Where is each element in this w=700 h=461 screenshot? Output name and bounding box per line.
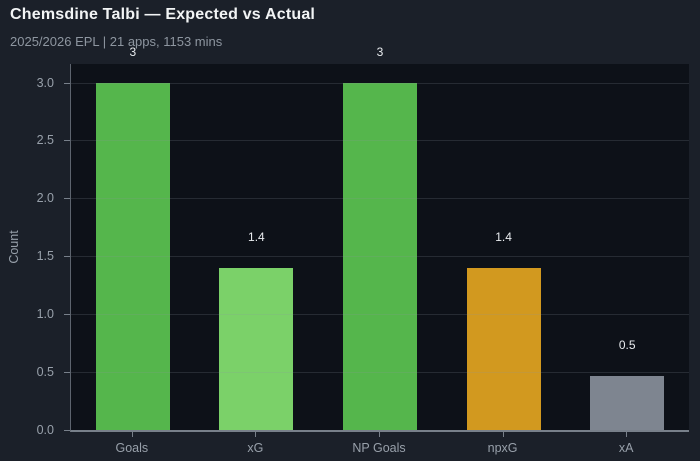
- bar-value-label: 0.5: [618, 337, 636, 352]
- y-tick-mark: [64, 430, 70, 431]
- bar-npxg: [466, 267, 541, 430]
- gridline: [71, 82, 689, 84]
- y-tick-label: 0.0: [36, 423, 54, 437]
- x-tick-mark: [131, 432, 133, 437]
- chart-subtitle: 2025/2026 EPL | 21 apps, 1153 mins: [10, 34, 223, 49]
- x-category-label: NP Goals: [352, 441, 406, 455]
- plot-area: 3 1.4 3 1.4 0.5: [70, 45, 689, 432]
- bar-goals: [95, 82, 170, 430]
- y-tick-label: 3.0: [36, 75, 54, 90]
- y-tick-mark: [64, 314, 70, 316]
- bar-value-label: 3: [129, 44, 137, 59]
- y-tick-label: 0.5: [36, 365, 54, 380]
- x-tick-mark: [502, 432, 504, 437]
- gridline: [71, 372, 689, 374]
- chart-title: Chemsdine Talbi — Expected vs Actual: [10, 6, 316, 23]
- y-tick-label: 1.0: [36, 307, 54, 322]
- y-tick-label: 2.5: [36, 133, 54, 148]
- y-tick-mark: [64, 198, 70, 200]
- gridline: [71, 314, 689, 316]
- y-tick-mark: [64, 256, 70, 258]
- x-tick-mark: [379, 432, 380, 437]
- bar-xg: [219, 267, 294, 430]
- bar-xa: [590, 375, 665, 430]
- y-tick-label: 1.5: [36, 249, 54, 264]
- gridline: [71, 198, 689, 200]
- x-category-label: npxG: [487, 441, 518, 455]
- x-axis: Goals xG NP Goals npxG xA: [70, 432, 688, 458]
- x-tick-mark: [626, 432, 628, 437]
- gridline: [71, 256, 689, 258]
- bar-value-label: 1.4: [495, 229, 512, 244]
- y-tick-mark: [64, 372, 70, 374]
- bar-value-label: 1.4: [248, 229, 265, 244]
- y-axis: 0.0 0.5 1.0 1.5 2.0 2.5 3.0: [0, 64, 70, 437]
- x-category-label: Goals: [115, 441, 149, 455]
- y-tick-label: 2.0: [36, 191, 54, 206]
- y-tick-mark: [64, 82, 70, 84]
- y-tick-mark: [64, 140, 70, 142]
- gridline: [71, 140, 689, 142]
- bar-value-label: 3: [376, 44, 384, 59]
- x-tick-mark: [255, 432, 257, 437]
- bar-np-goals: [343, 82, 417, 430]
- x-category-label: xG: [247, 441, 264, 455]
- x-category-label: xA: [618, 441, 634, 455]
